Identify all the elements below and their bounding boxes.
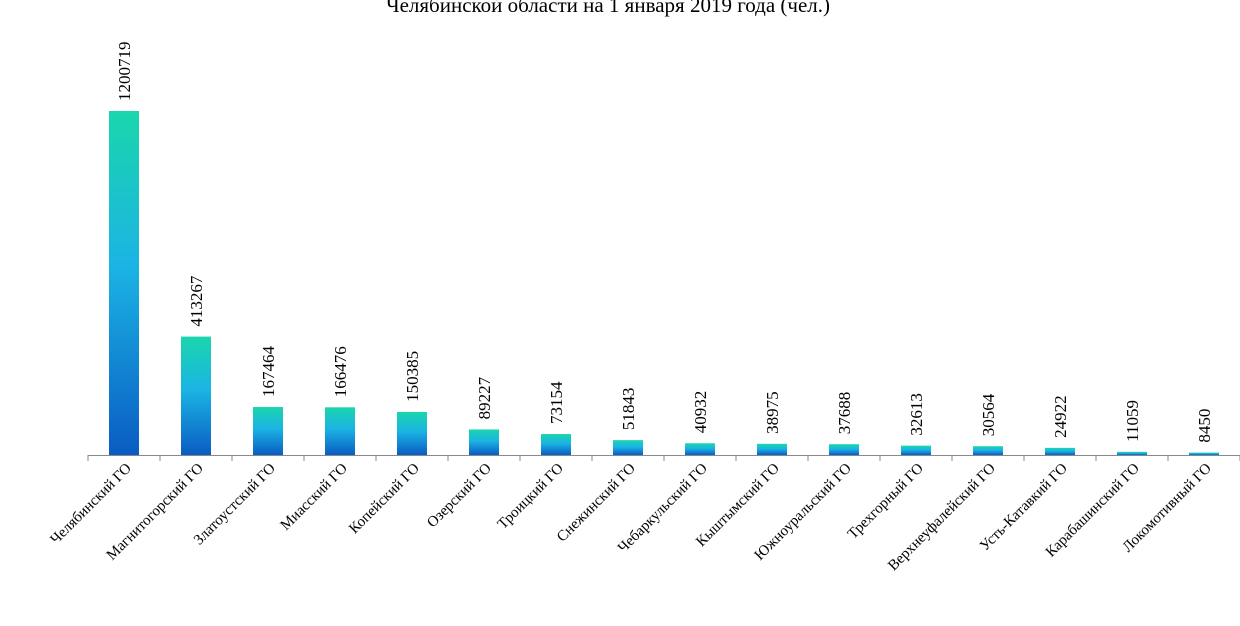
value-label: 73154	[547, 381, 566, 424]
value-label: 167464	[259, 346, 278, 398]
bar	[1117, 451, 1147, 455]
value-label: 166476	[331, 346, 350, 397]
bar	[973, 446, 1003, 455]
bar	[685, 443, 715, 455]
value-label: 11059	[1123, 400, 1142, 442]
bar	[901, 445, 931, 455]
bar	[541, 434, 571, 455]
bar	[469, 429, 499, 455]
chart-title: Челябинской области на 1 января 2019 год…	[386, 0, 830, 17]
bar	[325, 407, 355, 455]
value-label: 37688	[835, 392, 854, 435]
value-label: 40932	[691, 391, 710, 434]
x-tick-label: Копейский ГО	[346, 460, 423, 537]
value-label: 150385	[403, 351, 422, 402]
value-label: 8450	[1195, 409, 1214, 443]
value-label: 30564	[979, 393, 998, 436]
x-tick-label: Трехгорный ГО	[845, 460, 927, 542]
value-label: 89227	[475, 376, 494, 419]
bar	[1045, 447, 1075, 455]
x-tick-label: Миасский ГО	[278, 460, 351, 533]
bar	[613, 440, 643, 455]
value-label: 413267	[187, 275, 206, 327]
x-tick-label: Озерский ГО	[424, 460, 495, 531]
bar	[181, 336, 211, 455]
value-label: 24922	[1051, 395, 1070, 438]
value-label: 1200719	[115, 42, 134, 102]
bar	[109, 111, 139, 455]
bar	[253, 407, 283, 455]
value-label: 51843	[619, 388, 638, 431]
bar	[397, 411, 427, 455]
bar	[1189, 452, 1219, 455]
bar	[757, 443, 787, 455]
value-label: 32613	[907, 393, 926, 436]
x-tick-label: Троицкий ГО	[495, 460, 567, 532]
bar	[829, 444, 859, 455]
value-label: 38975	[763, 391, 782, 434]
